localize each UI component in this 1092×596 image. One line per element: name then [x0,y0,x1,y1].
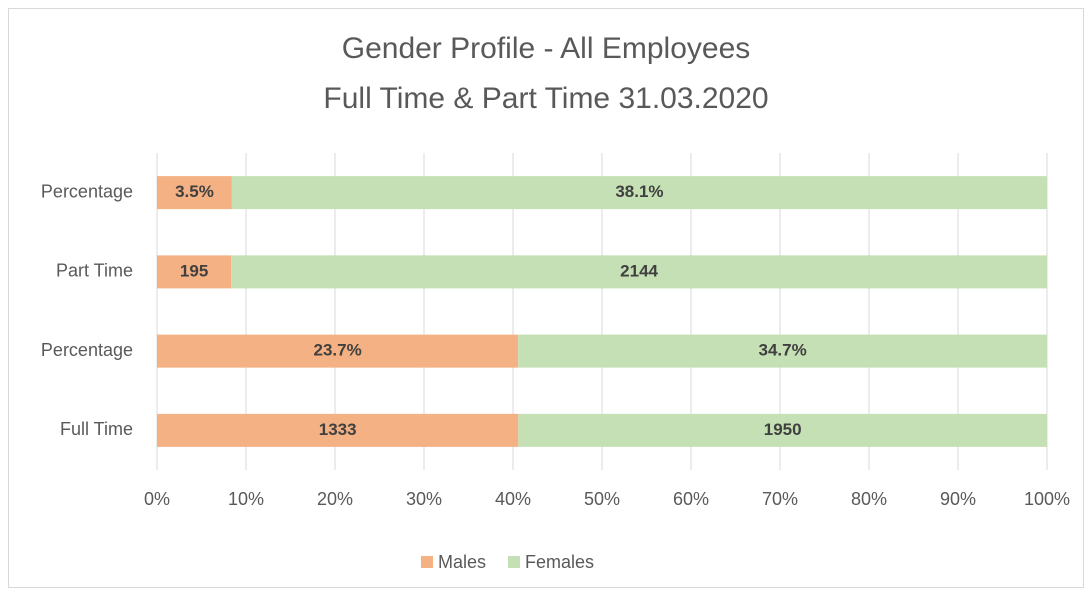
data-label: 23.7% [313,341,361,360]
x-tick-label: 50% [584,489,620,509]
y-tick-label: Percentage [41,340,133,360]
data-label: 1950 [764,420,802,439]
x-tick-label: 70% [762,489,798,509]
x-tick-label: 100% [1024,489,1070,509]
legend-label: Males [438,552,486,572]
data-label: 1333 [319,420,357,439]
bar [157,176,232,210]
x-tick-label: 0% [144,489,170,509]
bar [157,413,519,447]
x-tick-label: 20% [317,489,353,509]
y-tick-label: Full Time [60,419,133,439]
x-tick-label: 90% [940,489,976,509]
x-tick-label: 10% [228,489,264,509]
y-tick-label: Percentage [41,181,133,201]
x-tick-label: 80% [851,489,887,509]
x-tick-label: 40% [495,489,531,509]
bar [231,255,1048,289]
x-tick-label: 30% [406,489,442,509]
bar [518,413,1047,447]
legend-swatch [421,556,433,568]
chart-subtitle: Full Time & Part Time 31.03.2020 [323,82,768,115]
chart-border [8,8,1084,588]
bar [518,334,1047,368]
legend-swatch [508,556,521,568]
data-label: 34.7% [758,341,806,360]
legend-label: Females [525,552,594,572]
x-tick-label: 60% [673,489,709,509]
data-label: 3.5% [175,182,214,201]
bar [231,176,1047,210]
chart-title: Gender Profile - All Employees [342,32,751,65]
data-label: 195 [180,261,208,280]
bar [157,334,519,368]
y-tick-label: Part Time [56,261,133,281]
bar [157,255,232,289]
data-label: 2144 [620,261,658,280]
data-label: 38.1% [615,182,663,201]
